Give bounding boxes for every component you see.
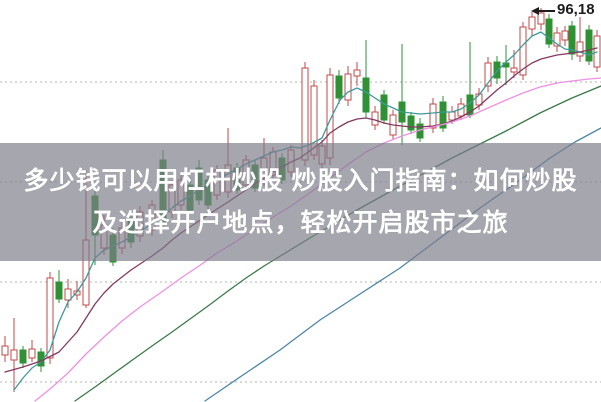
title-line-1: 多少钱可以用杠杆炒股 炒股入门指南：如何炒股 (23, 167, 578, 195)
last-price-value: 96,18 (557, 1, 595, 18)
left-arrow-icon (531, 7, 555, 15)
last-price-marker: 96,18 (531, 1, 595, 19)
title-overlay-band: 多少钱可以用杠杆炒股 炒股入门指南：如何炒股 及选择开户地点，轻松开启股市之旅 (0, 143, 601, 261)
title-line-2: 及选择开户地点，轻松开启股市之旅 (92, 209, 509, 237)
